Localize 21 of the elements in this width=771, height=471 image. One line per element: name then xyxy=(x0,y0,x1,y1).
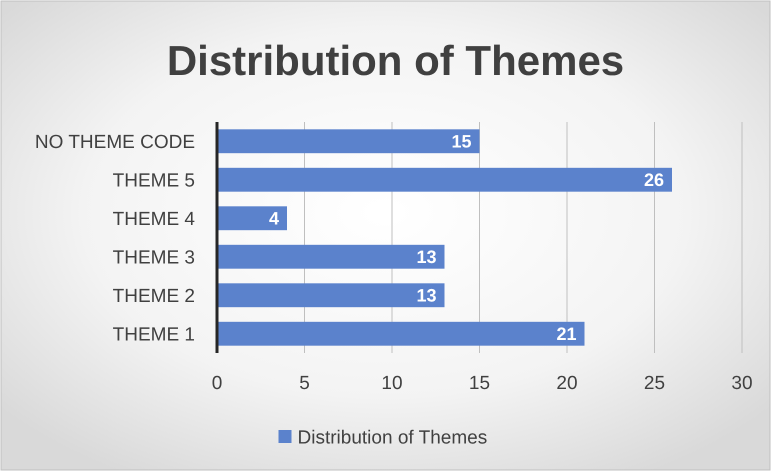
x-tick-label: 5 xyxy=(299,373,310,394)
x-tick-label: 15 xyxy=(468,373,490,394)
y-tick-label: NO THEME CODE xyxy=(34,132,195,153)
data-label: 13 xyxy=(416,247,436,268)
x-tick-label: 30 xyxy=(731,373,753,394)
y-tick-label: THEME 4 xyxy=(112,208,196,230)
data-label: 13 xyxy=(416,286,436,306)
data-label: 15 xyxy=(451,132,472,152)
x-tick-label: 0 xyxy=(212,373,222,394)
y-tick-label: THEME 3 xyxy=(112,247,195,268)
x-tick-label: 25 xyxy=(644,373,666,394)
data-label: 4 xyxy=(268,208,279,229)
data-label: 21 xyxy=(556,324,576,344)
legend-label: Distribution of Themes xyxy=(298,428,488,449)
y-tick-label: THEME 1 xyxy=(112,324,195,346)
y-tick-label: THEME 2 xyxy=(112,286,195,307)
x-tick-label: 10 xyxy=(381,373,403,394)
chart-title: Distribution of Themes xyxy=(166,37,624,84)
data-label: 26 xyxy=(644,170,664,190)
x-tick-label: 20 xyxy=(556,373,578,394)
y-tick-label: THEME 5 xyxy=(112,170,195,192)
